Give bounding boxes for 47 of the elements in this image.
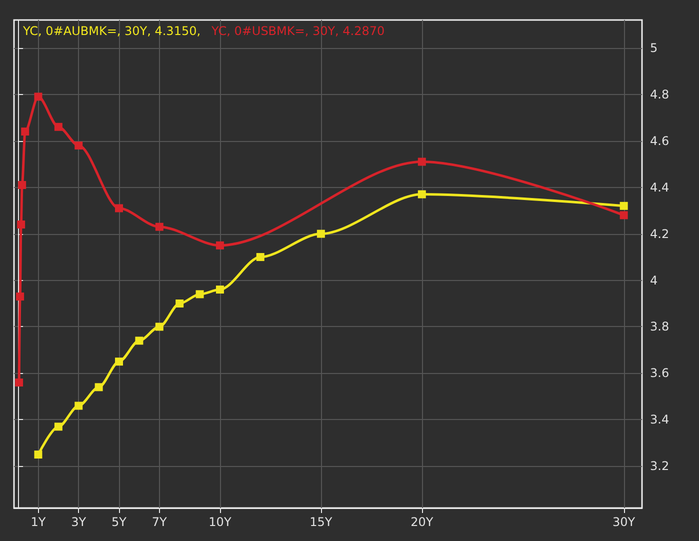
point [15, 378, 24, 387]
point [135, 336, 144, 345]
text: YC, 0#AUBMK=, 30Y, 4.3150, [22, 24, 201, 38]
point [620, 202, 628, 210]
y-tick-label: 4.4 [650, 180, 670, 194]
text: YC, 0#USBMK=, 30Y, 4.2870 [210, 24, 385, 38]
y-tick-label: 4 [650, 273, 658, 288]
point [115, 204, 124, 212]
point [74, 141, 83, 150]
point [316, 230, 325, 238]
point [54, 422, 62, 431]
point [176, 300, 184, 308]
point [216, 241, 224, 250]
x-tick-label: 10Y [208, 515, 232, 529]
point [155, 322, 164, 331]
point [155, 222, 164, 231]
y-tick-label: 4.8 [650, 87, 670, 102]
x-tick-label: 15Y [310, 515, 333, 529]
y-tick-label: 4.2 [650, 226, 670, 241]
point [216, 286, 224, 294]
y-tick-label: 5 [650, 40, 658, 55]
point [16, 292, 24, 301]
point [418, 190, 426, 198]
x-tick-label: 3Y [71, 515, 87, 529]
point [94, 383, 103, 392]
x-tick-label: 30Y [612, 515, 636, 529]
point [418, 158, 426, 166]
y-tick-label: 3.8 [650, 320, 670, 334]
point [74, 402, 83, 410]
x-tick-label: 1Y [30, 515, 46, 529]
point [256, 253, 264, 262]
x-tick-label: 7Y [152, 515, 168, 529]
point [196, 290, 204, 298]
x-tick-label: 5Y [112, 515, 128, 529]
point [54, 122, 62, 131]
y-tick-label: 3.6 [650, 366, 670, 380]
point [21, 128, 30, 136]
y-tick-label: 3.4 [650, 412, 670, 427]
y-tick-label: 4.6 [650, 134, 670, 148]
point [620, 211, 628, 220]
y-tick-label: 3.2 [650, 459, 670, 474]
x-tick-label: 20Y [410, 515, 434, 529]
point [17, 220, 26, 228]
point [34, 92, 42, 101]
point [18, 180, 26, 189]
point [115, 358, 124, 366]
point [34, 450, 42, 459]
